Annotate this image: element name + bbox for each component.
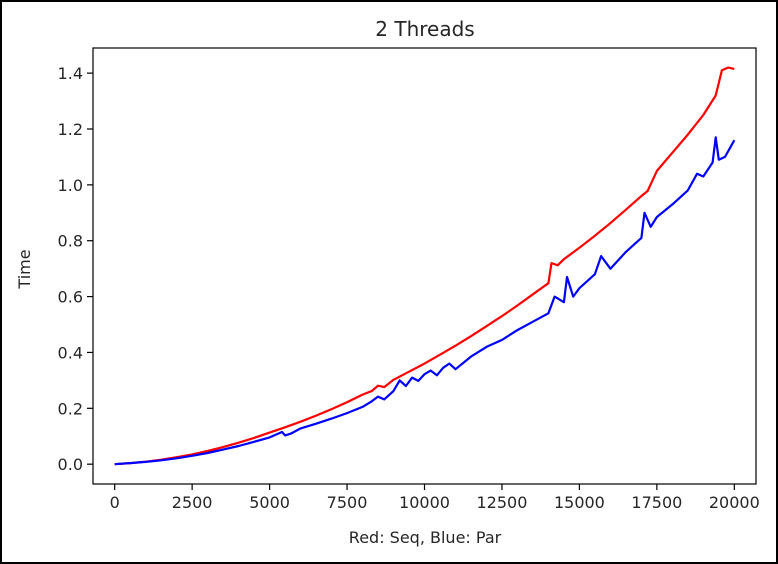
chart-title: 2 Threads bbox=[375, 17, 474, 41]
x-tick-label: 2500 bbox=[172, 493, 213, 512]
x-axis-label: Red: Seq, Blue: Par bbox=[349, 528, 502, 547]
y-tick-label: 0.4 bbox=[58, 343, 83, 362]
y-tick-label: 0.6 bbox=[58, 288, 83, 307]
x-tick-label: 5000 bbox=[249, 493, 290, 512]
x-tick-label: 0 bbox=[110, 493, 120, 512]
x-tick-label: 20000 bbox=[709, 493, 760, 512]
x-tick-label: 12500 bbox=[477, 493, 528, 512]
y-tick-label: 0.8 bbox=[58, 232, 83, 251]
y-tick-label: 1.4 bbox=[58, 64, 83, 83]
x-tick-label: 10000 bbox=[399, 493, 450, 512]
x-tick-label: 7500 bbox=[327, 493, 368, 512]
y-tick-label: 1.2 bbox=[58, 120, 83, 139]
plot-border bbox=[92, 47, 757, 485]
y-axis: 0.0 0.2 0.4 0.6 0.8 1.0 1.2 1.4 bbox=[58, 64, 93, 474]
x-axis: 0 2500 5000 7500 10000 12500 15000 17500 20000 bbox=[110, 484, 760, 512]
series-line-red bbox=[114, 66, 735, 466]
y-axis-label: Time bbox=[15, 249, 34, 289]
series-lines bbox=[114, 66, 736, 466]
plot-area bbox=[92, 47, 757, 485]
x-tick-label: 17500 bbox=[631, 493, 682, 512]
y-tick-label: 0.0 bbox=[58, 455, 83, 474]
x-tick-label: 15000 bbox=[554, 493, 605, 512]
y-tick-label: 0.2 bbox=[58, 399, 83, 418]
series-line-blue bbox=[114, 136, 736, 466]
y-tick-label: 1.0 bbox=[58, 176, 83, 195]
